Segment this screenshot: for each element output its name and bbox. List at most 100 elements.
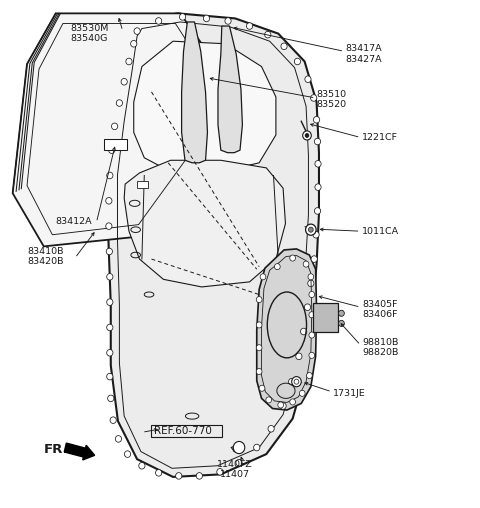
Circle shape [290, 399, 296, 405]
Circle shape [260, 274, 266, 280]
Circle shape [256, 368, 262, 374]
Circle shape [124, 451, 131, 457]
Circle shape [278, 402, 284, 408]
Polygon shape [218, 26, 242, 153]
Polygon shape [257, 249, 317, 410]
Bar [313, 303, 337, 332]
Circle shape [309, 227, 313, 232]
Circle shape [280, 403, 286, 409]
Circle shape [309, 332, 315, 338]
Circle shape [107, 373, 113, 380]
Polygon shape [124, 161, 286, 287]
Text: 1011CA: 1011CA [362, 227, 399, 236]
Circle shape [296, 353, 302, 360]
Circle shape [314, 138, 321, 145]
Circle shape [294, 58, 300, 65]
Circle shape [246, 23, 252, 29]
Circle shape [266, 397, 272, 403]
Circle shape [111, 123, 118, 130]
Polygon shape [108, 13, 319, 477]
Circle shape [292, 376, 301, 387]
Circle shape [107, 273, 113, 280]
Circle shape [294, 379, 299, 384]
Text: 98810B
98820B: 98810B 98820B [362, 338, 398, 358]
Circle shape [338, 321, 344, 327]
Text: 83410B
83420B: 83410B 83420B [27, 247, 63, 266]
Circle shape [309, 352, 315, 358]
Circle shape [303, 261, 309, 267]
Polygon shape [134, 41, 276, 174]
Circle shape [281, 43, 287, 50]
Circle shape [217, 468, 223, 475]
Circle shape [268, 426, 274, 432]
Circle shape [108, 147, 115, 153]
Circle shape [313, 232, 319, 238]
Circle shape [306, 224, 316, 235]
Circle shape [115, 436, 121, 442]
Circle shape [300, 328, 307, 335]
Circle shape [314, 208, 321, 214]
Circle shape [303, 131, 312, 140]
Circle shape [264, 31, 271, 38]
Circle shape [305, 76, 311, 82]
Polygon shape [12, 13, 209, 246]
Circle shape [256, 297, 262, 303]
Circle shape [139, 462, 145, 469]
Circle shape [300, 390, 305, 396]
Polygon shape [181, 22, 207, 163]
Circle shape [307, 372, 312, 378]
Text: 83405F
83406F: 83405F 83406F [362, 300, 397, 320]
Circle shape [253, 444, 260, 451]
Circle shape [288, 378, 295, 385]
Circle shape [204, 15, 210, 22]
Circle shape [236, 459, 242, 466]
Circle shape [309, 292, 315, 298]
Circle shape [156, 18, 162, 24]
Circle shape [131, 41, 137, 47]
Circle shape [116, 100, 122, 106]
Circle shape [305, 134, 309, 138]
Text: 83412A: 83412A [56, 216, 92, 226]
Text: 83417A
83427A: 83417A 83427A [345, 44, 382, 64]
Circle shape [106, 198, 112, 204]
Circle shape [108, 395, 114, 402]
Circle shape [196, 472, 203, 479]
Circle shape [256, 345, 262, 351]
Text: 83510
83520: 83510 83520 [317, 90, 347, 109]
Circle shape [225, 18, 231, 24]
Circle shape [309, 312, 315, 318]
Circle shape [313, 116, 320, 123]
Circle shape [126, 58, 132, 65]
Circle shape [315, 161, 321, 167]
Circle shape [106, 248, 112, 255]
Circle shape [304, 304, 311, 310]
Circle shape [290, 255, 296, 261]
Circle shape [106, 223, 112, 230]
Circle shape [110, 417, 116, 424]
Circle shape [107, 350, 113, 356]
Circle shape [180, 14, 186, 20]
Text: FR.: FR. [44, 442, 69, 456]
Circle shape [308, 274, 314, 280]
Circle shape [259, 385, 265, 391]
Circle shape [311, 256, 317, 262]
Circle shape [107, 172, 113, 179]
Circle shape [311, 94, 317, 101]
Circle shape [156, 469, 162, 476]
FancyArrow shape [64, 443, 95, 460]
Circle shape [315, 184, 321, 190]
Circle shape [308, 280, 314, 287]
Circle shape [233, 441, 245, 454]
Circle shape [338, 310, 344, 316]
Circle shape [256, 322, 262, 328]
Circle shape [107, 324, 113, 331]
Text: 83530M
83540G: 83530M 83540G [70, 24, 108, 43]
Circle shape [176, 472, 182, 479]
Circle shape [121, 78, 127, 85]
Bar [152, 425, 222, 437]
Text: 1731JE: 1731JE [333, 389, 366, 398]
Circle shape [134, 28, 140, 35]
Text: 1140FZ
11407: 1140FZ 11407 [217, 460, 253, 479]
Bar [137, 181, 148, 188]
Circle shape [275, 264, 280, 270]
